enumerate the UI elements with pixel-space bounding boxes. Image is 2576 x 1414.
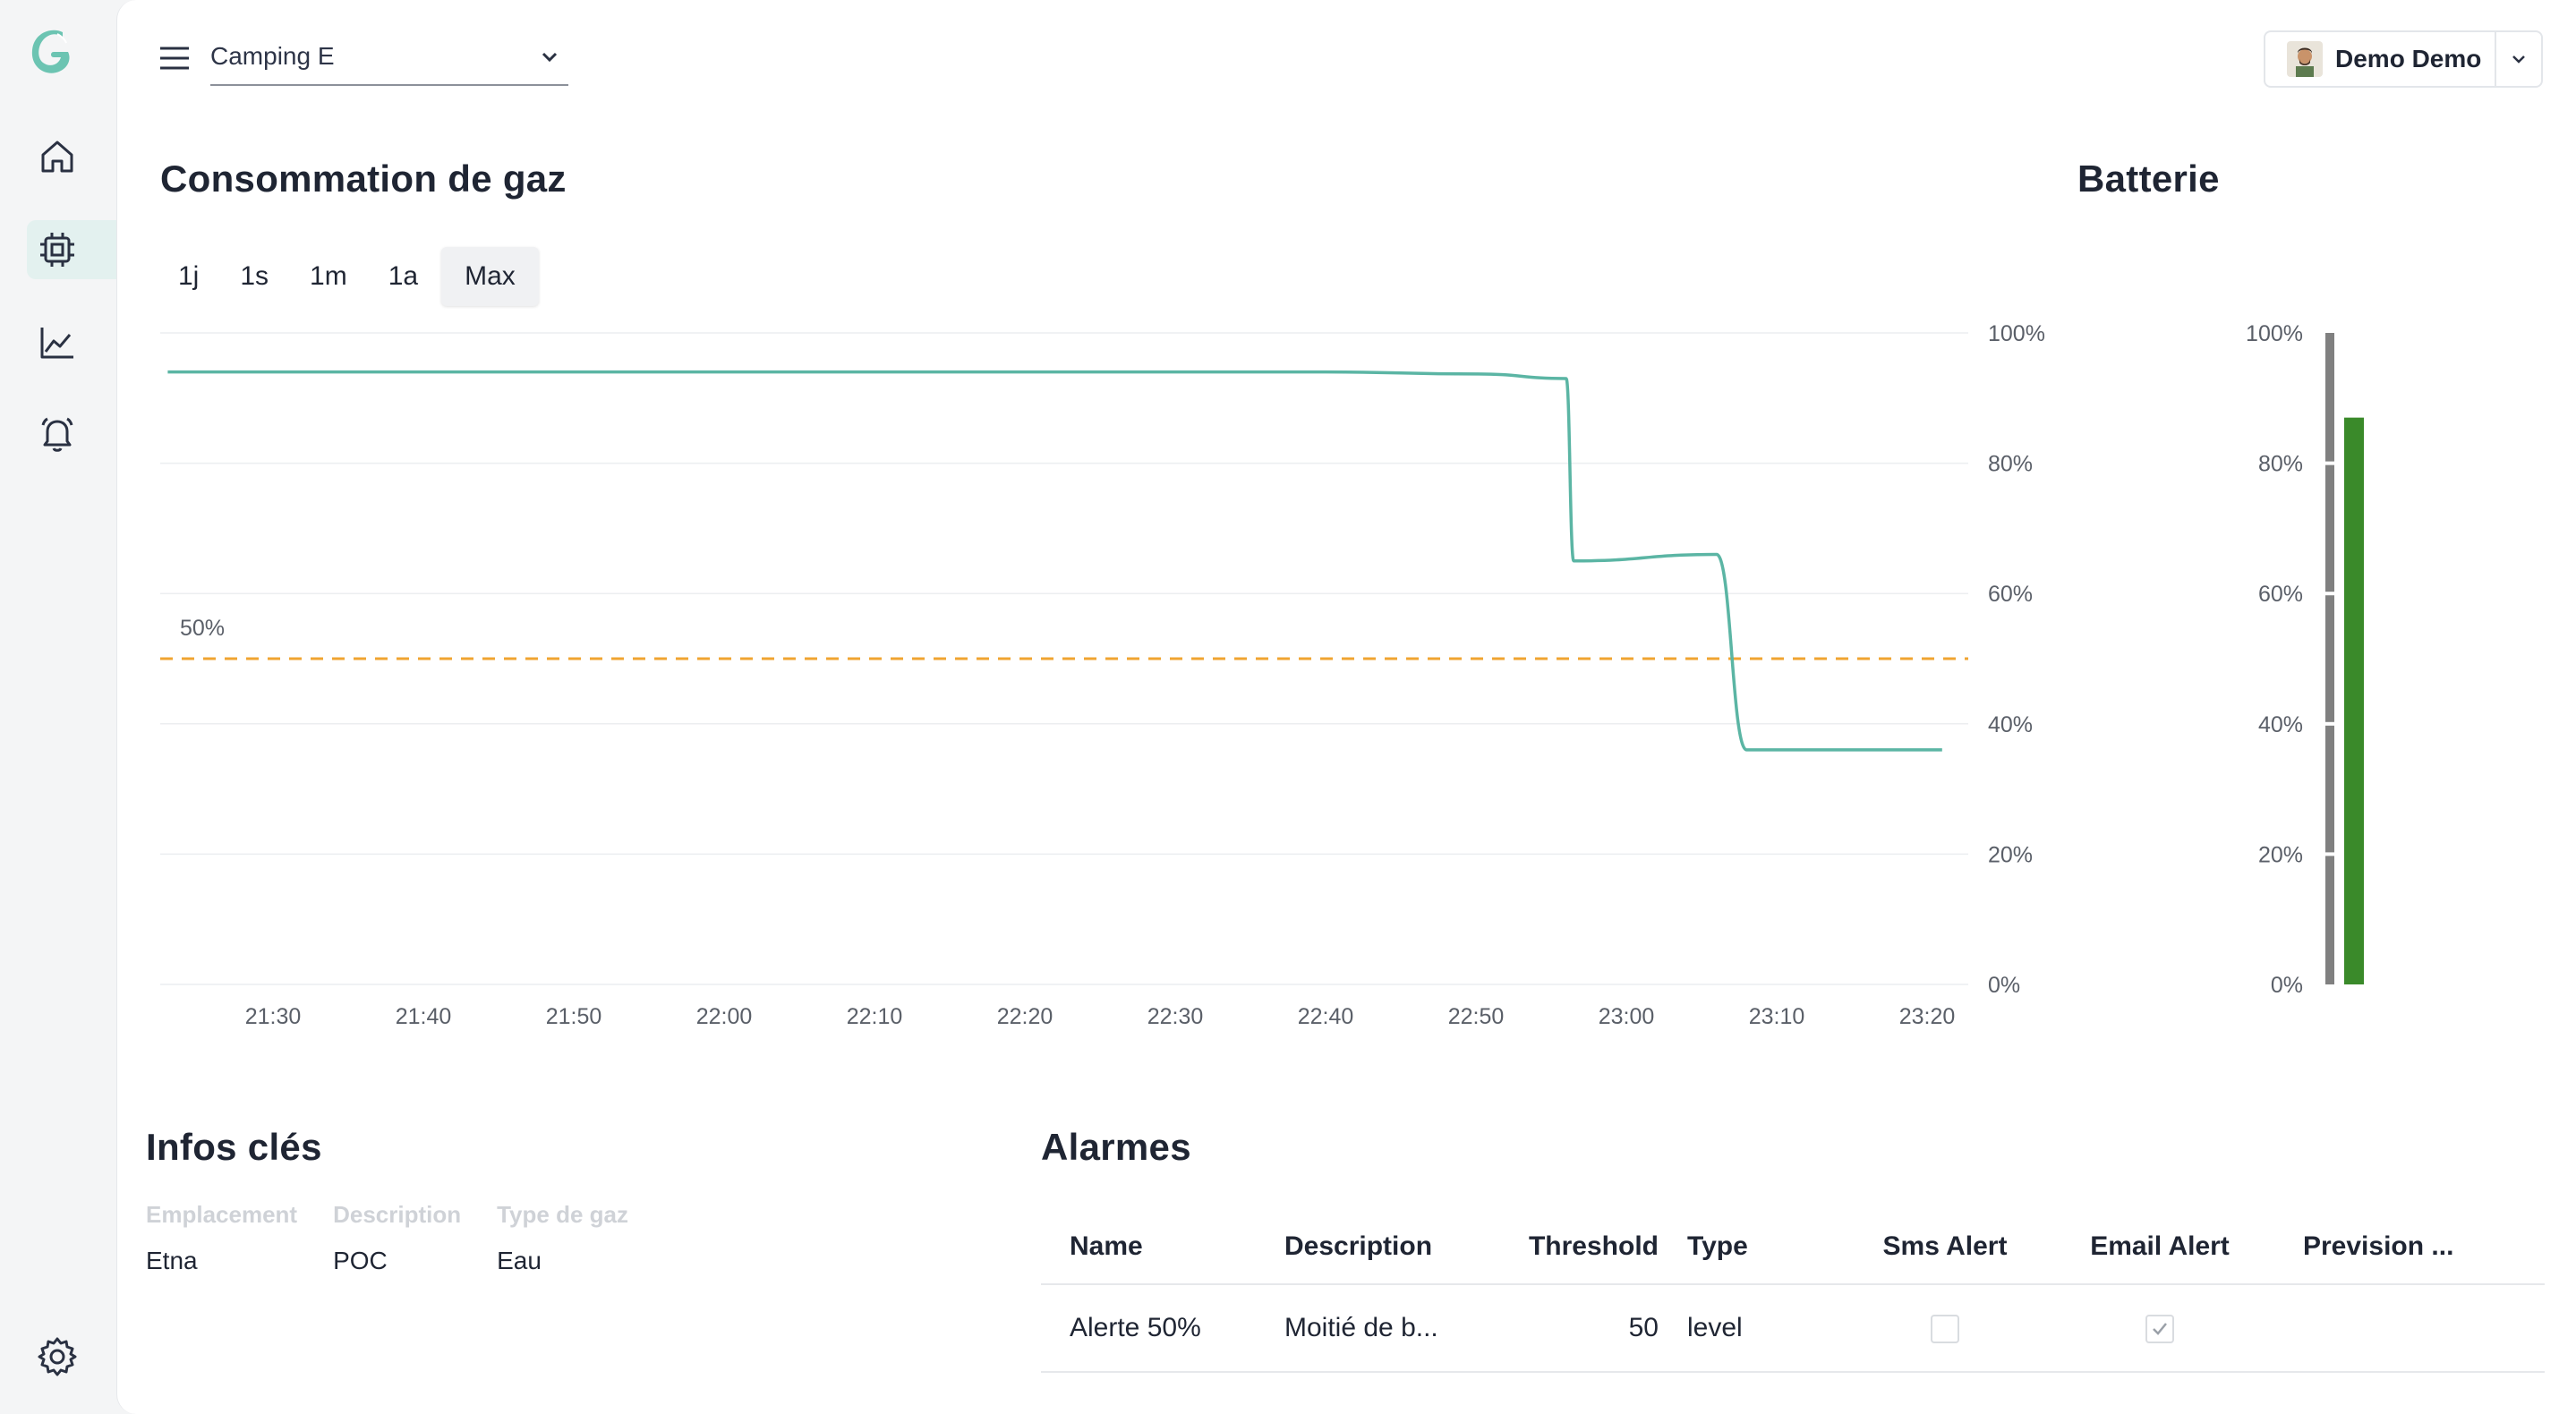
info-label: Type de gaz bbox=[497, 1201, 628, 1228]
alarm-sms-cell bbox=[1838, 1313, 2052, 1344]
threshold-label: 50% bbox=[180, 616, 225, 641]
alarms-title: Alarmes bbox=[1041, 1126, 1191, 1168]
column-header-threshold[interactable]: Threshold bbox=[1528, 1231, 1659, 1261]
battery-y-tick-label: 80% bbox=[2258, 452, 2303, 477]
chart-line-icon bbox=[40, 328, 73, 359]
sms-alert-checkbox[interactable] bbox=[1931, 1315, 1959, 1344]
menu-icon[interactable] bbox=[158, 45, 191, 72]
chevron-down-icon bbox=[542, 52, 558, 63]
nav-devices[interactable] bbox=[27, 220, 116, 279]
checkmark-icon bbox=[2153, 1323, 2167, 1335]
nav-home[interactable] bbox=[27, 127, 116, 186]
x-tick-label: 22:20 bbox=[997, 1004, 1053, 1029]
info-label: Emplacement bbox=[146, 1201, 298, 1228]
alarm-threshold: 50 bbox=[1628, 1313, 1659, 1342]
range-tab-1a[interactable]: 1a bbox=[388, 261, 419, 291]
battery-y-tick-label: 40% bbox=[2258, 712, 2303, 737]
bell-icon bbox=[41, 417, 73, 452]
chevron-down-icon bbox=[2512, 55, 2525, 64]
alarm-name: Alerte 50% bbox=[1070, 1313, 1201, 1342]
info-gas-type: Type de gaz Eau bbox=[497, 1201, 628, 1275]
range-tab-1s[interactable]: 1s bbox=[240, 261, 269, 291]
column-header-email[interactable]: Email Alert bbox=[2090, 1231, 2230, 1261]
range-tab-1m[interactable]: 1m bbox=[310, 261, 347, 291]
charts-canvas: 0% 20% 40% 60% 80% 100% 21:30 21:40 21:50 22:00 22… bbox=[160, 321, 2364, 1029]
y-tick-label: 0% bbox=[1988, 973, 2020, 998]
x-tick-label: 22:00 bbox=[696, 1004, 753, 1029]
battery-y-tick-label: 100% bbox=[2246, 321, 2303, 346]
sidebar bbox=[0, 0, 116, 1414]
table-header: Name Description Threshold Type Sms Aler… bbox=[1041, 1210, 2545, 1285]
y-tick-label: 60% bbox=[1988, 582, 2033, 607]
email-alert-checkbox[interactable] bbox=[2145, 1315, 2174, 1344]
column-header-name[interactable]: Name bbox=[1070, 1231, 1143, 1261]
column-header-sms[interactable]: Sms Alert bbox=[1882, 1231, 2008, 1261]
info-title: Infos clés bbox=[146, 1126, 322, 1168]
y-tick-label: 80% bbox=[1988, 452, 2033, 477]
user-name: Demo Demo bbox=[2335, 45, 2482, 72]
site-select[interactable]: Camping E bbox=[210, 36, 568, 86]
app-logo[interactable] bbox=[27, 25, 77, 79]
main-panel: Camping E Demo Demo Consommation de gaz … bbox=[116, 0, 2576, 1414]
battery-title: Batterie bbox=[2077, 158, 2220, 200]
x-tick-label: 22:50 bbox=[1448, 1004, 1505, 1029]
battery-y-tick-label: 20% bbox=[2258, 842, 2303, 867]
info-location: Emplacement Etna bbox=[146, 1201, 297, 1275]
x-tick-label: 23:10 bbox=[1749, 1004, 1805, 1029]
x-tick-label: 22:10 bbox=[847, 1004, 903, 1029]
x-tick-label: 21:40 bbox=[396, 1004, 452, 1029]
nav-analytics[interactable] bbox=[27, 313, 116, 372]
nav-alerts[interactable] bbox=[27, 405, 116, 464]
user-menu-button[interactable]: Demo Demo bbox=[2264, 30, 2543, 88]
battery-y-tick-label: 60% bbox=[2258, 582, 2303, 607]
range-tabs: 1j 1s 1m 1a Max bbox=[160, 247, 539, 306]
alarm-type: level bbox=[1687, 1313, 1743, 1342]
alarms-table: Name Description Threshold Type Sms Aler… bbox=[1041, 1210, 2545, 1373]
info-description: Description POC bbox=[333, 1201, 461, 1275]
home-icon bbox=[41, 141, 73, 173]
info-value: Eau bbox=[497, 1247, 542, 1274]
column-header-prevision[interactable]: Prevision ... bbox=[2303, 1231, 2454, 1261]
range-tab-1j[interactable]: 1j bbox=[178, 261, 200, 291]
info-value: POC bbox=[333, 1247, 388, 1274]
x-tick-label: 22:30 bbox=[1147, 1004, 1204, 1029]
y-tick-label: 40% bbox=[1988, 712, 2033, 737]
y-tick-label: 20% bbox=[1988, 842, 2033, 867]
range-tab-max[interactable]: Max bbox=[441, 247, 539, 306]
x-tick-label: 22:40 bbox=[1298, 1004, 1354, 1029]
series-line bbox=[167, 370, 1942, 752]
x-tick-label: 23:20 bbox=[1899, 1004, 1956, 1029]
chip-icon bbox=[40, 233, 74, 267]
battery-scale-bar bbox=[2325, 333, 2334, 984]
gear-icon[interactable] bbox=[36, 1335, 79, 1378]
column-header-description[interactable]: Description bbox=[1284, 1231, 1433, 1261]
x-tick-label: 23:00 bbox=[1599, 1004, 1655, 1029]
avatar bbox=[2287, 41, 2323, 77]
battery-level-bar bbox=[2344, 417, 2364, 984]
battery-y-tick-label: 0% bbox=[2271, 973, 2303, 998]
user-menu-toggle[interactable] bbox=[2495, 32, 2541, 86]
x-tick-label: 21:30 bbox=[245, 1004, 302, 1029]
x-tick-label: 21:50 bbox=[546, 1004, 602, 1029]
site-select-value: Camping E bbox=[210, 42, 335, 70]
info-label: Description bbox=[333, 1201, 462, 1228]
info-value: Etna bbox=[146, 1247, 198, 1274]
column-header-type[interactable]: Type bbox=[1687, 1231, 1748, 1261]
gas-chart-title: Consommation de gaz bbox=[160, 158, 567, 200]
info-grid: Emplacement Etna Description POC Type de… bbox=[146, 1201, 628, 1275]
alarm-description: Moitié de b... bbox=[1284, 1313, 1438, 1342]
y-tick-label: 100% bbox=[1988, 321, 2045, 346]
alarm-email-cell bbox=[2052, 1313, 2267, 1344]
table-row[interactable]: Alerte 50% Moitié de b... 50 level bbox=[1041, 1285, 2545, 1373]
